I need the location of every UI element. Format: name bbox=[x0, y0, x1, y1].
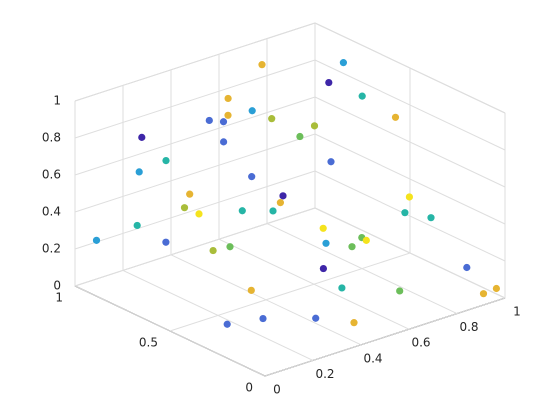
grid-line bbox=[169, 252, 411, 332]
grid-line bbox=[74, 133, 316, 213]
scatter-point bbox=[348, 243, 356, 251]
x-tick-label: 0.2 bbox=[315, 367, 334, 381]
scatter-point bbox=[492, 284, 500, 293]
scatter-point bbox=[338, 284, 346, 292]
scatter-point bbox=[162, 238, 170, 246]
scatter-point bbox=[319, 264, 327, 273]
grid-line bbox=[74, 96, 316, 176]
scatter-point bbox=[223, 320, 231, 328]
z-tick-label: 0.2 bbox=[42, 242, 61, 256]
scatter-point bbox=[224, 111, 232, 119]
scatter-point bbox=[319, 224, 327, 232]
y-tick-label: 0 bbox=[245, 381, 253, 395]
scatter-point bbox=[463, 263, 471, 272]
scatter-point bbox=[339, 59, 347, 67]
scatter-point bbox=[312, 314, 320, 322]
scatter-point bbox=[296, 132, 304, 141]
scatter-point bbox=[325, 78, 333, 87]
scatter-point bbox=[327, 158, 335, 166]
scatter-point bbox=[350, 319, 358, 327]
scatter-point bbox=[224, 94, 232, 103]
scatter-point bbox=[135, 168, 143, 176]
scatter-point bbox=[396, 287, 404, 295]
scatter-point bbox=[138, 133, 146, 141]
scatter-point bbox=[209, 246, 217, 255]
scatter-point bbox=[322, 239, 330, 247]
grid-line bbox=[314, 207, 506, 299]
x-tick-label: 0.8 bbox=[459, 320, 478, 334]
grid-line bbox=[314, 22, 506, 114]
grid-line bbox=[74, 22, 316, 102]
grid-line bbox=[74, 207, 316, 287]
scatter-point bbox=[205, 116, 213, 125]
scatter-point bbox=[268, 115, 276, 123]
scatter-point bbox=[248, 107, 256, 115]
x-tick-label: 0.4 bbox=[363, 351, 382, 365]
grid-line bbox=[314, 59, 506, 151]
x-tick-label: 0.6 bbox=[411, 336, 430, 350]
scatter-point bbox=[238, 207, 246, 215]
scatter-point bbox=[427, 214, 435, 222]
y-tick-label: 0.5 bbox=[139, 336, 158, 350]
scatter-point bbox=[279, 192, 287, 200]
scatter-point bbox=[247, 286, 255, 294]
x-tick-label: 1 bbox=[513, 305, 521, 319]
scatter-point bbox=[401, 209, 409, 217]
scatter-point bbox=[226, 243, 234, 251]
grid-line bbox=[314, 170, 506, 262]
z-tick-label: 1 bbox=[53, 94, 61, 108]
z-tick-label: 0.6 bbox=[42, 168, 61, 182]
scatter-point bbox=[310, 122, 319, 130]
scatter-point bbox=[133, 221, 141, 230]
scatter-point bbox=[92, 236, 101, 244]
grid-line bbox=[314, 96, 506, 188]
scatter-point bbox=[180, 204, 189, 212]
scatter-point bbox=[259, 314, 267, 323]
grid-line bbox=[264, 297, 506, 377]
scatter-point bbox=[362, 236, 370, 244]
z-tick-label: 0.4 bbox=[42, 205, 61, 219]
z-tick-label: 0 bbox=[53, 279, 61, 293]
scatter-point bbox=[391, 113, 400, 121]
z-tick-label: 0.8 bbox=[42, 131, 61, 145]
scatter-point bbox=[405, 193, 413, 201]
grid-line bbox=[314, 133, 506, 225]
grid-line bbox=[74, 59, 316, 139]
scatter-point bbox=[258, 61, 266, 69]
scatter-point bbox=[479, 290, 488, 298]
scatter-point bbox=[195, 210, 203, 218]
scatter-point bbox=[162, 157, 170, 165]
scatter-point bbox=[276, 199, 284, 207]
grid-line bbox=[74, 170, 316, 250]
scatter-point bbox=[219, 118, 228, 126]
scatter-point bbox=[269, 207, 277, 215]
y-tick-label: 1 bbox=[55, 291, 63, 305]
scatter-point bbox=[220, 138, 228, 146]
scatter-point bbox=[248, 173, 256, 181]
x-tick-label: 0 bbox=[273, 383, 281, 397]
scatter-point bbox=[358, 92, 366, 100]
scatter-point bbox=[186, 190, 194, 198]
